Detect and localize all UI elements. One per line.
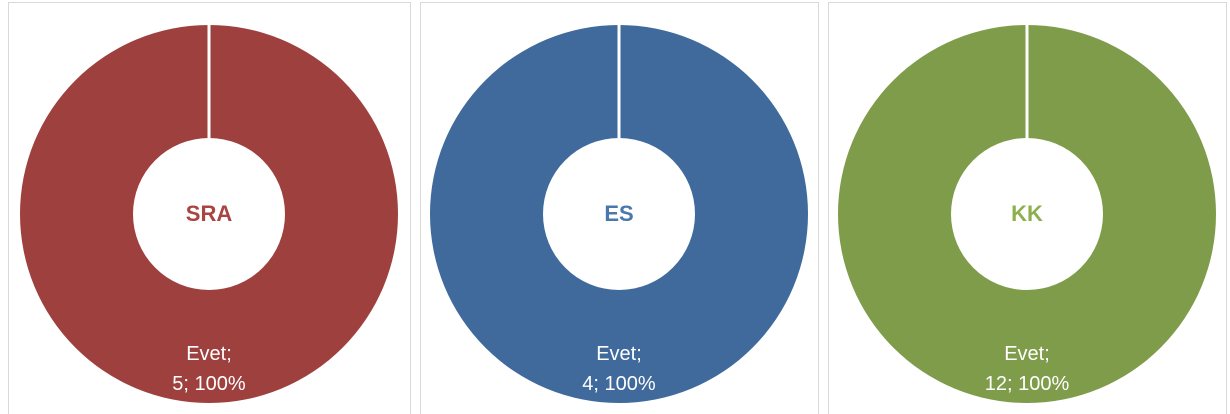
donut-slice <box>430 25 808 403</box>
chart-title: KK <box>1011 201 1043 226</box>
data-label-category: Evet; <box>186 343 232 365</box>
data-label-value: 12; 100% <box>985 373 1070 395</box>
chart-title: SRA <box>186 201 233 226</box>
data-label-category: Evet; <box>596 343 642 365</box>
data-label-value: 5; 100% <box>172 373 246 395</box>
data-label: Evet; 4; 100% <box>582 343 656 395</box>
chart-title: ES <box>604 201 633 226</box>
data-label-category: Evet; <box>1004 343 1050 365</box>
donut-slice <box>838 25 1216 403</box>
donut-slice <box>20 25 398 403</box>
data-label: Evet; 12; 100% <box>985 343 1070 395</box>
data-label-value: 4; 100% <box>582 373 656 395</box>
data-label: Evet; 5; 100% <box>172 343 246 395</box>
